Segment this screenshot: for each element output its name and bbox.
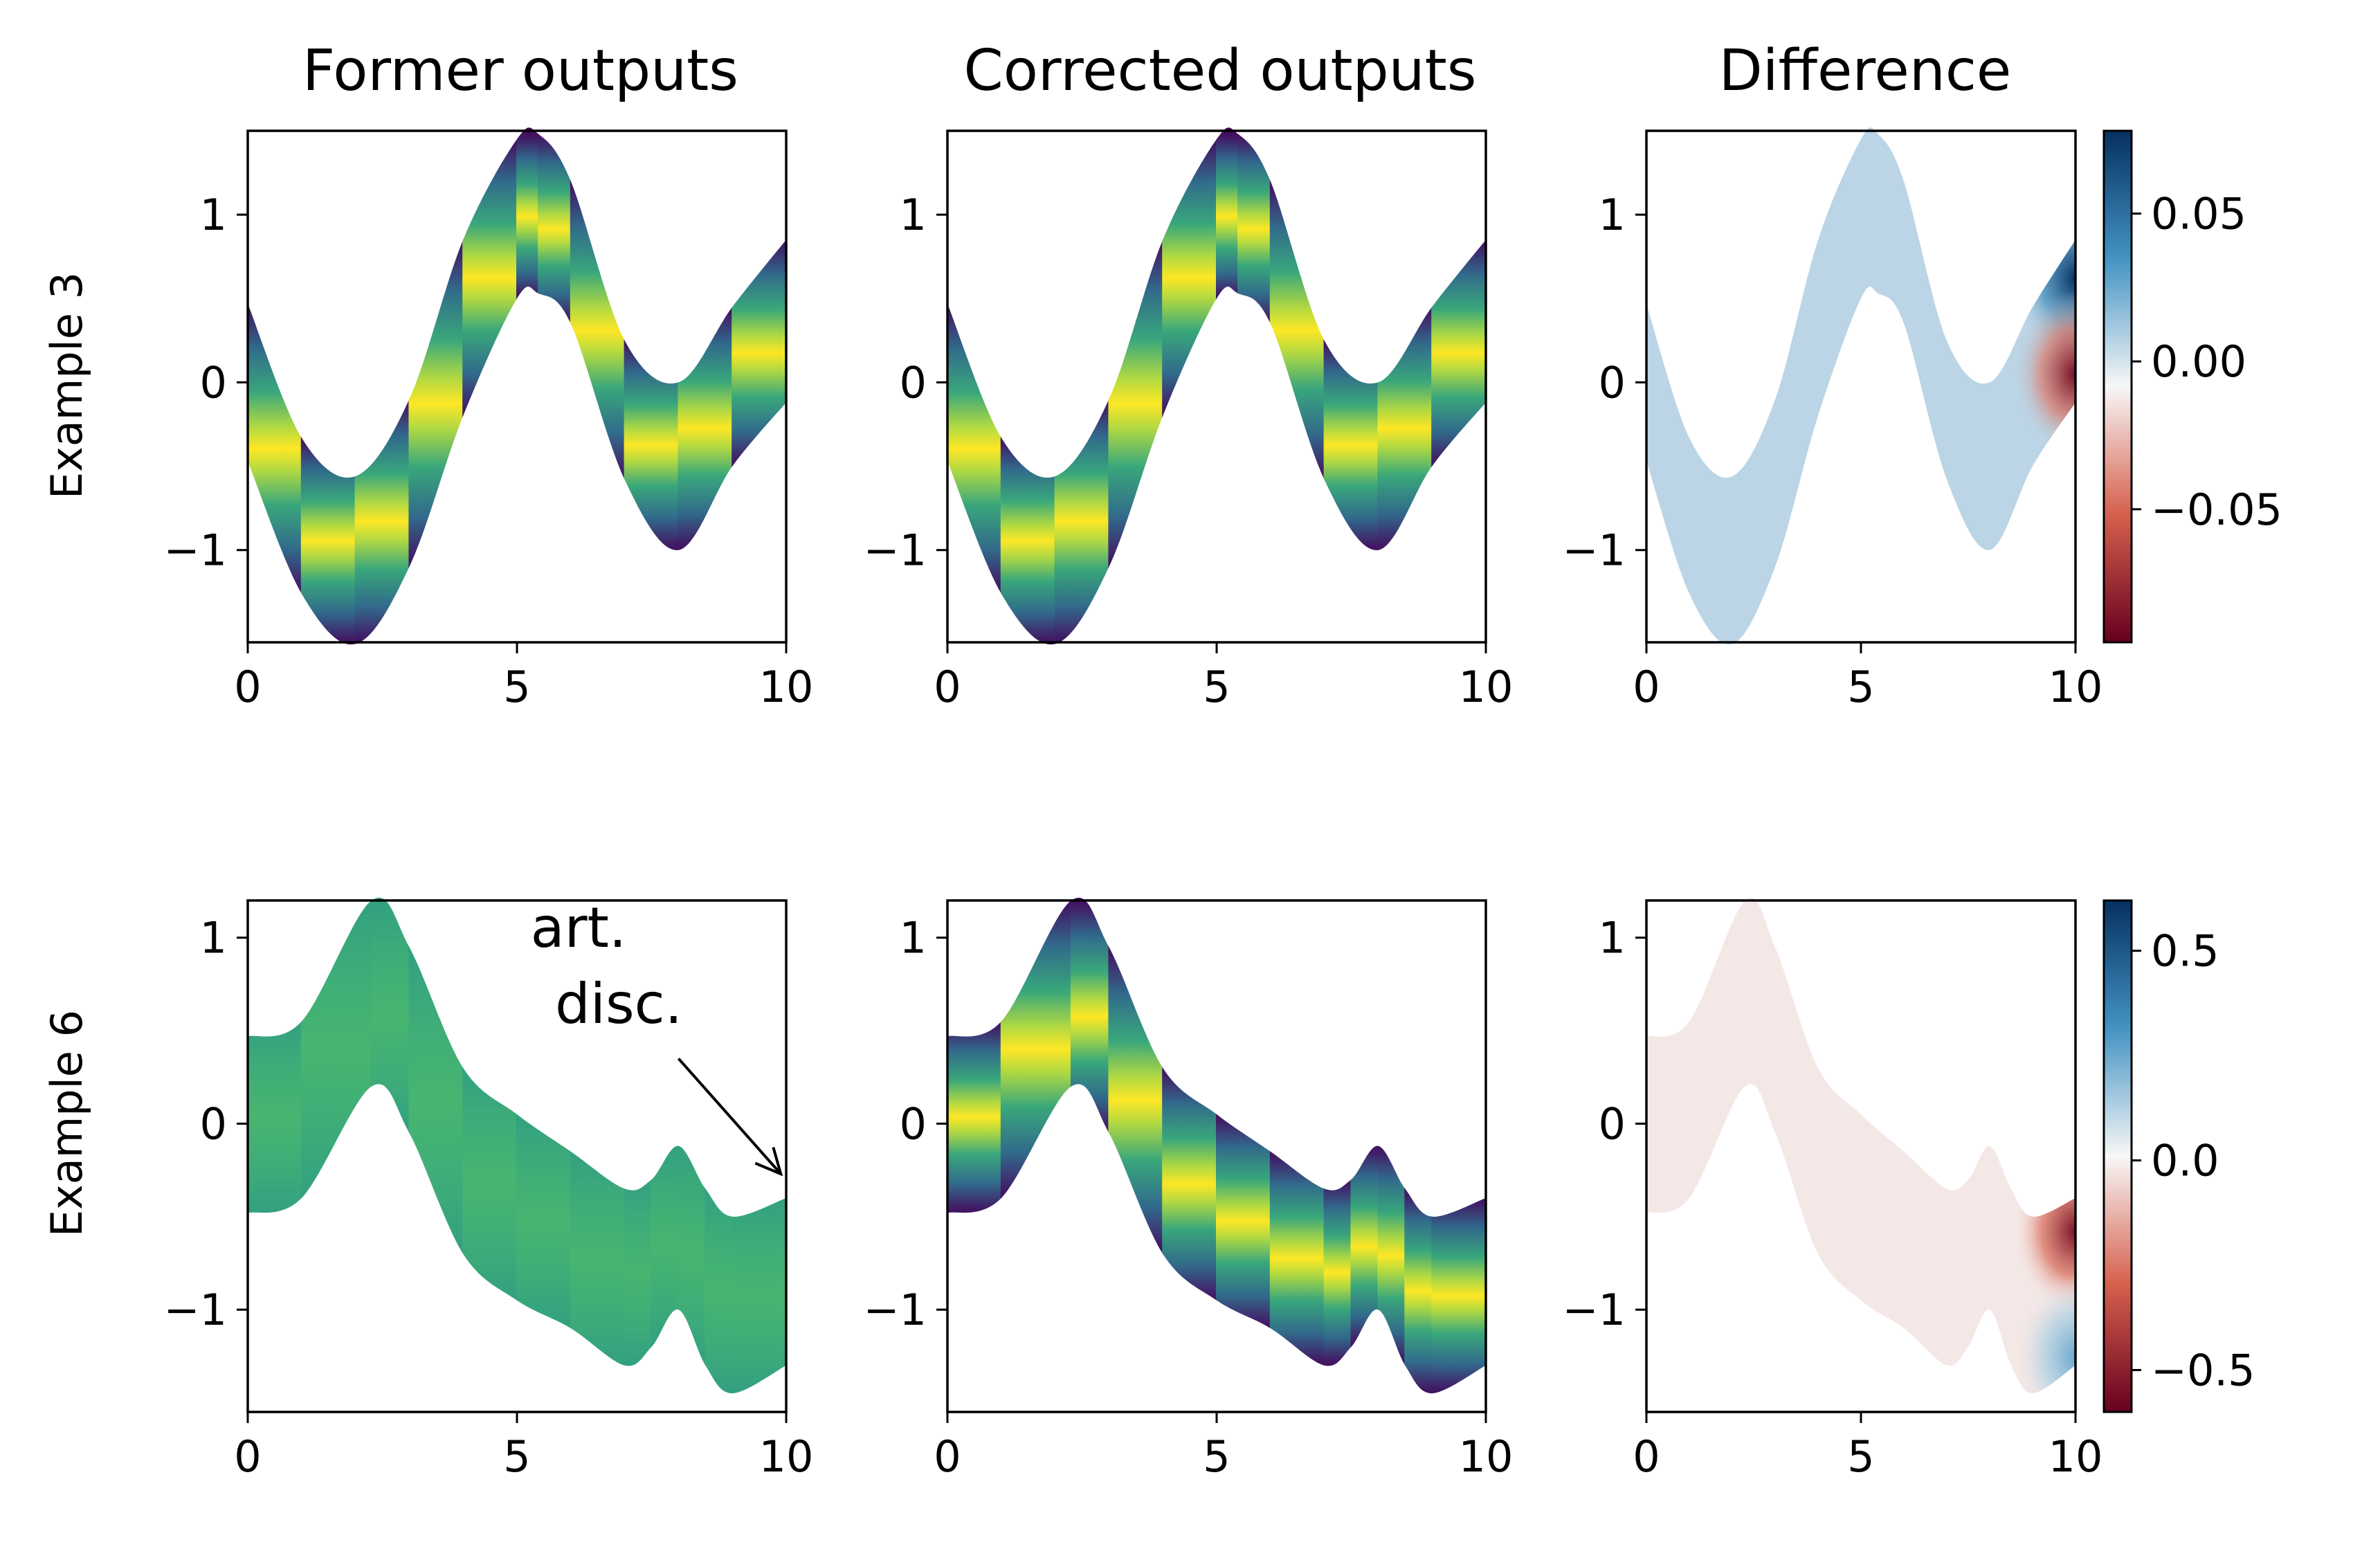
band-segment <box>1404 1180 1433 1394</box>
colorbar <box>2102 899 2133 1413</box>
edge-effect <box>2013 291 2075 458</box>
x-tick-label: 10 <box>2049 1431 2103 1482</box>
y-tick-label: −1 <box>1563 1285 1626 1335</box>
x-tick-label: 0 <box>934 662 961 712</box>
x-tick-label: 5 <box>503 1431 530 1482</box>
x-tick-label: 0 <box>1633 662 1660 712</box>
colorbar <box>2102 129 2133 644</box>
x-tick-label: 10 <box>759 662 814 712</box>
colorbar-tick-label: 0.5 <box>2151 926 2219 977</box>
band-segment <box>947 1013 1002 1221</box>
x-tick-label: 5 <box>1203 1431 1230 1482</box>
annotation-arrow <box>677 1058 782 1175</box>
colorbar-tick-label: 0.00 <box>2151 336 2246 387</box>
row-label-example-6: Example 6 <box>42 1010 92 1237</box>
title-corrected-outputs: Corrected outputs <box>963 38 1476 104</box>
colorbar-tick-label: 0.05 <box>2151 189 2246 239</box>
y-tick-label: 1 <box>1599 190 1626 240</box>
y-tick-label: 0 <box>1599 357 1626 408</box>
x-tick-label: 5 <box>1847 1431 1874 1482</box>
band-segment <box>624 1172 653 1373</box>
x-tick-label: 10 <box>1459 1431 1514 1482</box>
band-segment <box>705 1180 734 1394</box>
band-segment <box>248 1013 302 1221</box>
band-segment <box>1323 1172 1352 1373</box>
x-tick-label: 0 <box>934 1431 961 1482</box>
y-tick-label: 1 <box>900 913 927 963</box>
row-label-example-3: Example 3 <box>42 272 92 499</box>
band-segment <box>1216 127 1239 305</box>
x-tick-label: 0 <box>234 662 261 712</box>
y-tick-label: 1 <box>1599 913 1626 963</box>
edge-effect <box>2013 1273 2075 1394</box>
band-segment <box>516 127 540 305</box>
band-segment <box>732 1190 786 1394</box>
y-tick-label: 0 <box>1599 1098 1626 1149</box>
y-tick-label: 1 <box>200 190 227 240</box>
title-former-outputs: Former outputs <box>302 38 738 104</box>
y-tick-label: 1 <box>900 190 927 240</box>
y-tick-label: −1 <box>164 525 227 576</box>
y-tick-label: −1 <box>1563 525 1626 576</box>
y-tick-label: −1 <box>864 525 927 576</box>
x-tick-label: 0 <box>1633 1431 1660 1482</box>
y-tick-label: 0 <box>900 357 927 408</box>
colorbar-tick-label: 0.0 <box>2151 1136 2219 1186</box>
x-tick-label: 10 <box>1459 662 1514 712</box>
band-segment <box>1431 1190 1486 1394</box>
annotation-line-2: disc. <box>555 972 682 1036</box>
colorbar-tick-label: −0.5 <box>2151 1345 2255 1395</box>
annotation-arrowhead <box>754 1146 783 1177</box>
y-tick-label: 0 <box>900 1098 927 1149</box>
y-tick-label: 1 <box>200 913 227 963</box>
x-tick-label: 5 <box>503 662 530 712</box>
difference-band <box>1646 127 2075 645</box>
y-tick-label: −1 <box>864 1285 927 1335</box>
y-tick-label: 0 <box>200 1098 227 1149</box>
x-tick-label: 10 <box>759 1431 814 1482</box>
x-tick-label: 5 <box>1203 662 1230 712</box>
x-tick-label: 0 <box>234 1431 261 1482</box>
title-difference: Difference <box>1719 38 2012 104</box>
x-tick-label: 10 <box>2049 662 2103 712</box>
x-tick-label: 5 <box>1847 662 1874 712</box>
colorbar-tick-label: −0.05 <box>2151 484 2282 535</box>
annotation-line-1: art. <box>531 896 627 960</box>
y-tick-label: 0 <box>200 357 227 408</box>
difference-band <box>1646 897 2075 1394</box>
y-tick-label: −1 <box>164 1285 227 1335</box>
